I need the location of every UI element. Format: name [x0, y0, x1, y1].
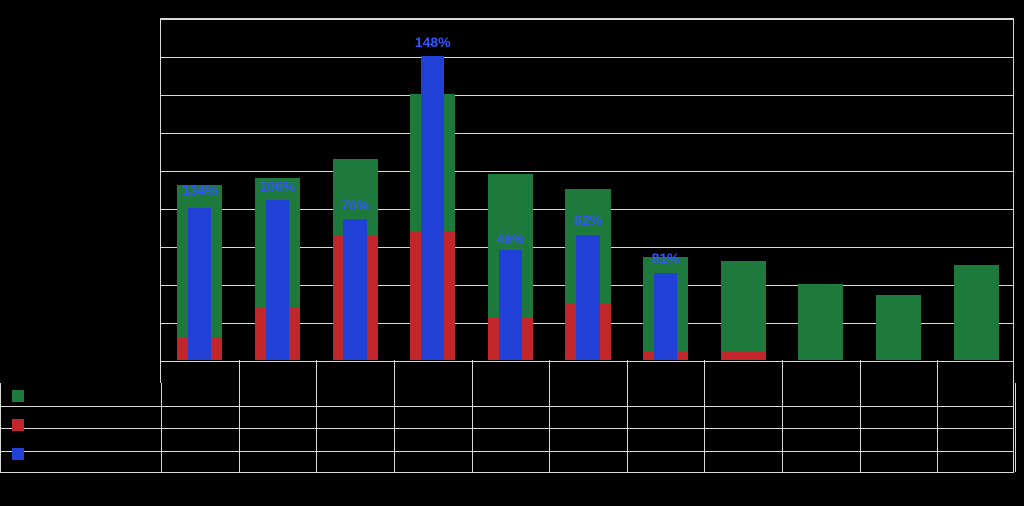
bar-segment-green — [876, 295, 921, 360]
table-col-sep — [1015, 383, 1016, 472]
bar-segment-blue — [266, 200, 289, 360]
bar-data-label: 46% — [472, 231, 550, 247]
category-tick — [704, 360, 705, 383]
table-col-sep — [782, 383, 783, 472]
category-tick-strip — [160, 360, 1014, 383]
category-tick — [239, 360, 240, 383]
table-col-sep — [472, 383, 473, 472]
bar-data-label: 70% — [316, 197, 394, 213]
table-col-sep — [394, 383, 395, 472]
front-bar — [266, 200, 289, 360]
table-col-sep — [161, 383, 162, 472]
table-row — [1, 428, 1013, 429]
category-tick — [782, 360, 783, 383]
bar-data-label: 81% — [627, 250, 705, 266]
back-bar — [954, 265, 999, 360]
bar-segment-green — [798, 284, 843, 360]
chart-root: 134%106% 70% 148% 46% 62% 81% — [0, 0, 1024, 506]
bar-segment-blue — [188, 208, 211, 360]
data-table — [0, 383, 1014, 473]
bar-data-label: 134% — [161, 182, 239, 198]
bar-segment-red — [721, 352, 766, 360]
back-bar — [876, 295, 921, 360]
category-tick — [394, 360, 395, 383]
table-col-sep — [316, 383, 317, 472]
bar-segment-blue — [654, 273, 677, 360]
legend-item — [12, 390, 30, 402]
table-row — [1, 406, 1013, 407]
bar-segment-blue — [421, 56, 444, 360]
table-col-sep — [704, 383, 705, 472]
front-bar — [421, 56, 444, 360]
legend-item — [12, 419, 30, 431]
plot-area: 134%106% 70% 148% 46% 62% 81% — [160, 18, 1014, 360]
category-tick — [937, 360, 938, 383]
back-bar — [798, 284, 843, 360]
bar-data-label: 148% — [394, 34, 472, 50]
table-row — [1, 451, 1013, 452]
table-col-sep — [627, 383, 628, 472]
legend-item — [12, 448, 30, 460]
gridline — [161, 57, 1013, 58]
bar-segment-blue — [576, 235, 599, 360]
bar-segment-blue — [499, 250, 522, 360]
legend-swatch — [12, 448, 24, 460]
category-tick — [549, 360, 550, 383]
front-bar — [654, 273, 677, 360]
legend-swatch — [12, 390, 24, 402]
category-tick — [627, 360, 628, 383]
front-bar — [188, 208, 211, 360]
table-col-sep — [860, 383, 861, 472]
gridline — [161, 133, 1013, 134]
bar-segment-green — [954, 265, 999, 360]
category-tick — [472, 360, 473, 383]
category-tick — [860, 360, 861, 383]
legend-swatch — [12, 419, 24, 431]
front-bar — [499, 250, 522, 360]
bar-data-label: 62% — [549, 212, 627, 228]
gridline — [161, 95, 1013, 96]
table-col-sep — [937, 383, 938, 472]
gridline — [161, 171, 1013, 172]
front-bar — [576, 235, 599, 360]
back-bar — [721, 261, 766, 360]
table-col-sep — [239, 383, 240, 472]
front-bar — [343, 219, 366, 360]
bar-segment-blue — [343, 219, 366, 360]
gridline — [161, 19, 1013, 20]
table-col-sep — [549, 383, 550, 472]
category-tick — [316, 360, 317, 383]
bar-segment-green — [721, 261, 766, 360]
bar-data-label: 106% — [239, 178, 317, 194]
